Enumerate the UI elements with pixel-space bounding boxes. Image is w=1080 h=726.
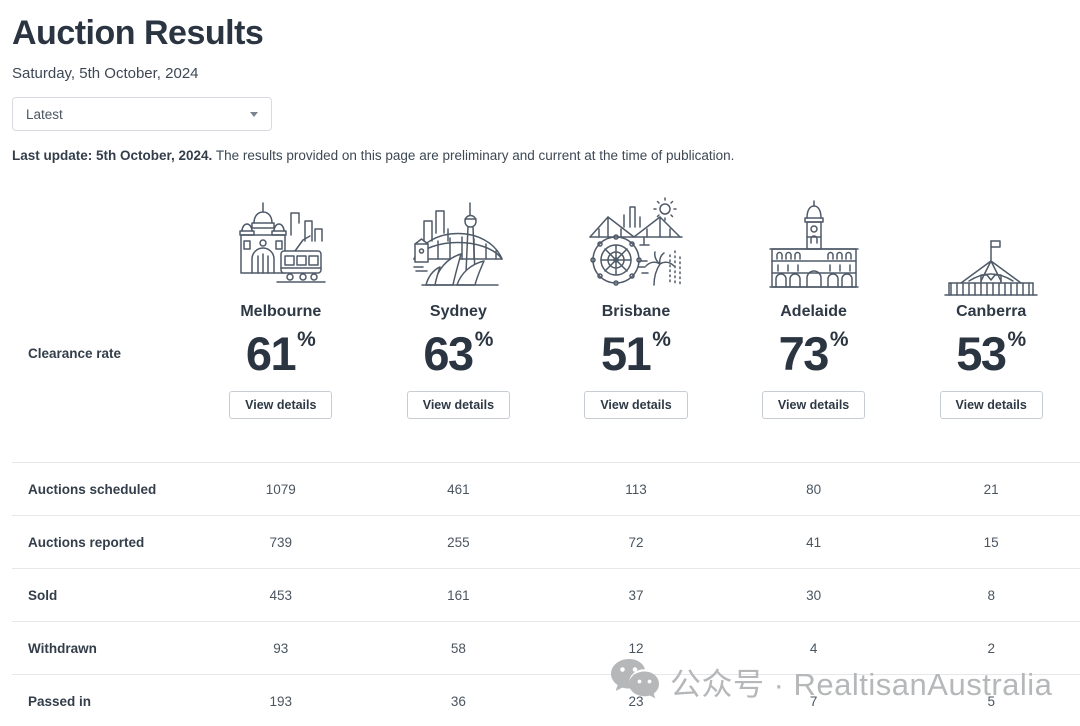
chevron-down-icon — [250, 111, 258, 117]
dropdown-selected-value: Latest — [26, 106, 63, 122]
cell-value: 5 — [987, 693, 995, 709]
table-row-auctions-reported: Auctions reported 739 255 72 41 15 — [12, 515, 1080, 568]
results-filter-dropdown[interactable]: Latest — [12, 97, 272, 131]
city-name: Brisbane — [601, 303, 671, 320]
percent-sign: % — [652, 328, 671, 351]
city-icon-cell — [547, 193, 725, 297]
percent-sign: % — [1007, 328, 1027, 351]
page-date: Saturday, 5th October, 2024 — [12, 65, 199, 82]
view-details-button-canberra[interactable]: View details — [939, 391, 1043, 419]
city-name: Canberra — [956, 303, 1027, 320]
percent-sign: % — [297, 328, 316, 351]
row-label: Sold — [28, 587, 58, 603]
cell-value: 453 — [269, 587, 293, 603]
rate-number: 51 — [601, 326, 652, 380]
table-row-withdrawn: Withdrawn 93 58 12 4 2 — [12, 621, 1080, 674]
table-row-sold: Sold 453 161 37 30 8 — [12, 568, 1080, 621]
cell-value: 161 — [447, 587, 470, 603]
clearance-rate-value: 63% — [370, 327, 548, 379]
cell-value: 30 — [806, 587, 822, 603]
clearance-rate-value: 53% — [902, 327, 1080, 379]
last-update-text: The results provided on this page are pr… — [212, 148, 735, 163]
results-table: Auctions scheduled 1079 461 113 80 21 Au… — [12, 462, 1080, 726]
clearance-rate-value: 61% — [192, 327, 370, 379]
watermark: 公众号 · RealtisanAustralia — [610, 658, 1052, 704]
row-label: Auctions scheduled — [28, 481, 157, 497]
cell-value: 4 — [809, 640, 818, 656]
canberra-landmark-icon — [944, 240, 1038, 296]
city-name: Sydney — [429, 303, 487, 320]
cell-value: 15 — [983, 534, 999, 550]
button-cell: View details — [547, 379, 725, 419]
city-icon-cell — [192, 193, 370, 297]
watermark-text: 公众号 · RealtisanAustralia — [670, 666, 1053, 702]
view-details-button-sydney[interactable]: View details — [406, 391, 511, 419]
brisbane-landmark-icon — [589, 197, 683, 286]
cell-value: 72 — [628, 534, 644, 550]
cell-value: 37 — [628, 587, 644, 603]
view-details-button-adelaide[interactable]: View details — [761, 391, 866, 419]
cell-value: 1079 — [265, 481, 296, 497]
cell-value: 2 — [987, 640, 995, 656]
city-icon-cell — [725, 193, 903, 297]
cell-value: 461 — [447, 481, 470, 497]
view-details-button-melbourne[interactable]: View details — [229, 391, 333, 419]
clearance-rate-value: 73% — [725, 327, 903, 379]
row-label: Passed in — [28, 693, 92, 709]
cell-value: 193 — [269, 693, 293, 709]
table-row-auctions-scheduled: Auctions scheduled 1079 461 113 80 21 — [12, 462, 1080, 515]
sydney-landmark-icon — [413, 202, 504, 286]
cell-value: 113 — [625, 481, 647, 497]
cell-value: 36 — [450, 693, 466, 709]
percent-sign: % — [474, 328, 494, 351]
cell-value: 8 — [987, 587, 995, 603]
melbourne-landmark-icon — [239, 202, 326, 283]
cell-value: 93 — [273, 640, 289, 656]
percent-sign: % — [829, 328, 849, 351]
row-label: Withdrawn — [28, 640, 97, 656]
cell-value: 23 — [628, 693, 644, 709]
rate-number: 63 — [423, 326, 474, 380]
clearance-rate-value: 51% — [547, 327, 725, 379]
rate-number: 73 — [778, 326, 830, 380]
button-cell: View details — [725, 379, 903, 419]
city-name: Melbourne — [240, 303, 322, 320]
cell-value: 7 — [809, 693, 818, 709]
rate-number: 53 — [956, 326, 1007, 380]
cell-value: 255 — [447, 534, 470, 550]
adelaide-landmark-icon — [768, 200, 859, 288]
view-details-button-brisbane[interactable]: View details — [584, 391, 688, 419]
button-cell: View details — [192, 379, 370, 419]
cell-value: 21 — [983, 481, 999, 497]
city-icon-cell — [902, 193, 1080, 297]
last-update-note: Last update: 5th October, 2024. The resu… — [12, 148, 1080, 163]
button-cell: View details — [370, 379, 548, 419]
cell-value: 80 — [806, 481, 822, 497]
clearance-rate-label: Clearance rate — [28, 345, 122, 361]
button-cell: View details — [902, 379, 1080, 419]
cell-value: 58 — [450, 640, 466, 656]
row-label: Auctions reported — [28, 534, 145, 550]
cell-value: 12 — [628, 640, 644, 656]
cell-value: 41 — [806, 534, 822, 550]
clearance-summary: Melbourne Sydney Brisbane Adelaide Canbe… — [12, 193, 1080, 419]
wechat-icon — [611, 659, 659, 699]
cell-value: 739 — [269, 534, 293, 550]
last-update-date: Last update: 5th October, 2024. — [12, 148, 213, 163]
city-icon-cell — [370, 193, 548, 297]
table-row-passed-in: Passed in 193 36 23 7 5 — [12, 674, 1080, 726]
rate-number: 61 — [245, 326, 297, 380]
city-name: Adelaide — [780, 303, 847, 320]
page-title: Auction Results — [12, 14, 264, 52]
